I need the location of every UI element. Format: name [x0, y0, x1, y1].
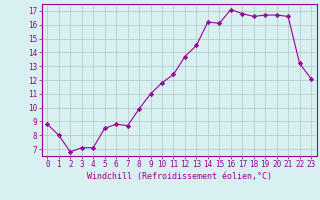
X-axis label: Windchill (Refroidissement éolien,°C): Windchill (Refroidissement éolien,°C): [87, 172, 272, 181]
